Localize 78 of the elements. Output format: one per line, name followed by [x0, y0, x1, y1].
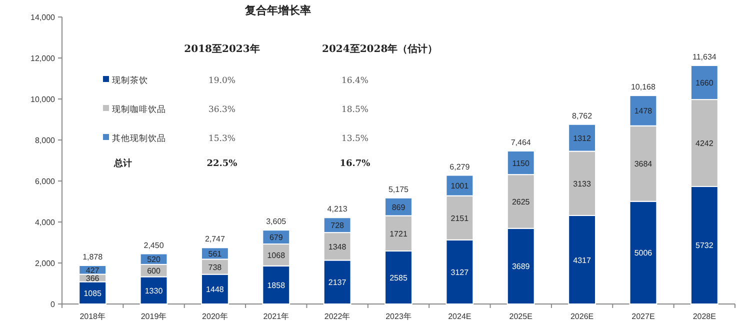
total-label: 3,605 [266, 217, 287, 226]
data-label: 1150 [512, 158, 530, 168]
x-tick-label: 2021年 [263, 312, 290, 321]
total-label: 1,878 [82, 252, 104, 262]
data-label: 679 [269, 233, 284, 242]
y-tick-label: 4,000 [34, 218, 56, 227]
x-tick-label: 2025E [509, 312, 532, 321]
data-label: 5006 [634, 248, 653, 258]
x-tick-label: 2020年 [202, 312, 228, 321]
data-label: 728 [330, 221, 345, 230]
data-label: 4317 [573, 256, 592, 265]
total-label: 2,450 [144, 240, 164, 250]
total-label: 10,168 [630, 82, 656, 92]
x-tick-label: 2024E [448, 312, 472, 321]
data-label: 4242 [696, 139, 714, 148]
data-label: 3689 [512, 262, 530, 272]
data-label: 520 [147, 255, 161, 264]
total-label: 2,747 [204, 234, 226, 244]
data-label: 1001 [450, 182, 470, 191]
annotation: 36.3% [208, 105, 236, 115]
total-label: 5,175 [388, 184, 410, 194]
annotation: 22.5% [206, 159, 238, 169]
data-label: 1448 [206, 285, 224, 294]
annotation: 16.4% [341, 76, 369, 86]
y-tick-label: 12,000 [30, 54, 56, 63]
data-label: 1858 [267, 280, 286, 290]
x-tick-label: 2028E [692, 312, 716, 321]
data-label: 2585 [390, 274, 408, 283]
total-label: 6,279 [450, 162, 470, 172]
legend-label: 现制咖啡饮品 [112, 104, 166, 115]
data-label: 5732 [696, 241, 714, 250]
annotation: 总计 [113, 158, 132, 169]
annotation: 15.3% [208, 134, 236, 144]
annotation: 2024至2028年（估计） [322, 43, 438, 55]
annotation: 18.5% [341, 105, 369, 115]
x-tick-label: 2022年 [324, 312, 350, 321]
data-label: 1660 [696, 78, 714, 88]
data-label: 1330 [144, 286, 164, 296]
data-label: 1721 [390, 229, 408, 238]
data-label: 427 [86, 266, 100, 275]
data-label: 3127 [450, 268, 470, 277]
x-tick-label: 2023年 [386, 312, 412, 321]
data-label: 1085 [84, 288, 102, 298]
data-label: 869 [392, 202, 406, 212]
legend-label: 现制茶饮 [112, 75, 148, 86]
annotation: 19.0% [208, 76, 236, 86]
x-tick-label: 2018年 [80, 312, 106, 321]
data-label: 2137 [328, 278, 347, 288]
data-label: 738 [208, 262, 222, 272]
legend-label: 其他现制饮品 [112, 133, 166, 144]
data-label: 3684 [634, 160, 653, 169]
annotation: 2018至2023年 [184, 43, 260, 55]
data-label: 3133 [573, 179, 592, 188]
data-label: 561 [208, 249, 222, 258]
data-label: 366 [86, 274, 100, 284]
data-label: 1068 [267, 250, 286, 260]
data-label: 1348 [328, 242, 347, 252]
total-label: 4,213 [327, 204, 348, 214]
y-tick-label: 10,000 [30, 95, 56, 104]
data-label: 2151 [450, 214, 470, 223]
y-tick-label: 8,000 [34, 136, 56, 145]
total-label: 11,634 [692, 52, 717, 62]
y-tick-label: 0 [50, 300, 56, 309]
y-tick-label: 2,000 [34, 259, 56, 268]
data-label: 600 [147, 266, 161, 276]
x-tick-label: 2026E [570, 312, 594, 321]
annotation: 16.7% [340, 159, 371, 169]
total-label: 8,762 [572, 111, 593, 120]
total-label: 7,464 [510, 138, 532, 147]
x-tick-label: 2027E [632, 312, 655, 321]
y-tick-label: 6,000 [34, 177, 56, 186]
data-label: 1478 [634, 106, 653, 116]
data-label: 1312 [573, 134, 592, 143]
annotation: 复合年增长率 [244, 4, 311, 17]
x-tick-label: 2019年 [140, 312, 167, 321]
y-tick-label: 14,000 [30, 13, 56, 22]
annotation: 13.5% [341, 134, 369, 144]
data-label: 2625 [512, 197, 530, 206]
